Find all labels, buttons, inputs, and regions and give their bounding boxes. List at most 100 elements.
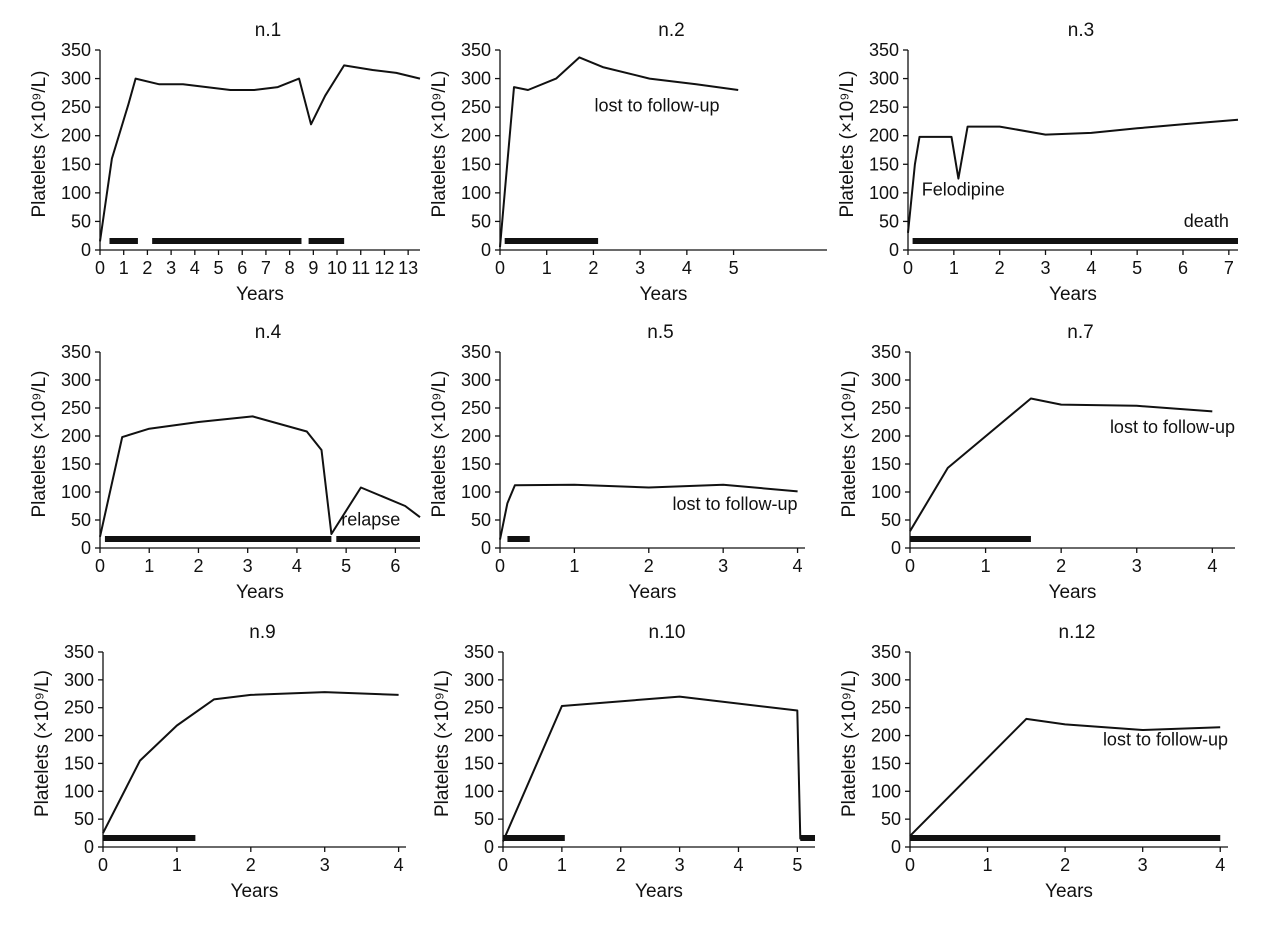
y-tick-label: 150 bbox=[871, 454, 901, 474]
y-tick-label: 300 bbox=[869, 69, 899, 89]
series-line bbox=[102, 691, 399, 834]
y-axis-label: Platelets (×10⁹/L) bbox=[429, 370, 450, 517]
x-tick-label: 3 bbox=[1138, 855, 1148, 875]
y-tick-label: 250 bbox=[64, 698, 94, 718]
annotation-label: death bbox=[1184, 211, 1229, 231]
y-axis-label: Platelets (×10⁹/L) bbox=[839, 370, 860, 517]
y-tick-label: 50 bbox=[881, 510, 901, 530]
y-tick-label: 250 bbox=[461, 97, 491, 117]
x-tick-label: 1 bbox=[172, 855, 182, 875]
x-tick-label: 11 bbox=[351, 258, 370, 278]
x-tick-label: 7 bbox=[1224, 258, 1234, 278]
x-tick-label: 13 bbox=[398, 258, 418, 278]
treatment-bar bbox=[152, 238, 302, 244]
y-tick-label: 150 bbox=[61, 454, 91, 474]
y-tick-label: 200 bbox=[61, 426, 91, 446]
x-tick-label: 1 bbox=[557, 855, 567, 875]
x-tick-label: 5 bbox=[1132, 258, 1142, 278]
y-tick-label: 0 bbox=[81, 538, 91, 558]
y-tick-label: 350 bbox=[871, 342, 901, 362]
panel-n2: 0 50 100 150 200 250 300 350 0 1 2 3 4 5 n.2 Years Plate… bbox=[429, 20, 827, 305]
x-tick-label: 0 bbox=[495, 258, 505, 278]
y-tick-label: 200 bbox=[871, 726, 901, 746]
x-tick-label: 1 bbox=[119, 258, 129, 278]
y-tick-label: 150 bbox=[61, 154, 91, 174]
x-tick-label: 3 bbox=[166, 258, 176, 278]
y-tick-label: 0 bbox=[481, 240, 491, 260]
series-line bbox=[907, 118, 1239, 234]
y-tick-label: 100 bbox=[461, 482, 491, 502]
x-tick-label: 1 bbox=[569, 556, 579, 576]
x-tick-label: 2 bbox=[142, 258, 152, 278]
x-tick-label: 0 bbox=[98, 855, 108, 875]
y-tick-label: 250 bbox=[464, 698, 494, 718]
x-tick-label: 4 bbox=[190, 258, 200, 278]
x-tick-label: 7 bbox=[261, 258, 271, 278]
y-tick-label: 350 bbox=[871, 642, 901, 662]
y-tick-label: 50 bbox=[474, 809, 494, 829]
y-tick-label: 100 bbox=[464, 781, 494, 801]
series-line bbox=[99, 415, 421, 538]
panel-n3: 0 50 100 150 200 250 300 350 0 1 2 3 4 5 6 7 n.3 Years Pla… bbox=[837, 20, 1239, 305]
x-axis-label: Years bbox=[629, 582, 677, 603]
x-tick-label: 4 bbox=[292, 556, 302, 576]
y-tick-label: 50 bbox=[71, 510, 91, 530]
x-tick-label: 3 bbox=[320, 855, 330, 875]
annotation-label: lost to follow-up bbox=[1103, 730, 1228, 750]
x-axis-label: Years bbox=[640, 284, 688, 305]
y-tick-label: 50 bbox=[881, 809, 901, 829]
x-tick-label: 3 bbox=[1040, 258, 1050, 278]
y-tick-label: 200 bbox=[464, 726, 494, 746]
y-tick-label: 250 bbox=[871, 698, 901, 718]
x-tick-label: 2 bbox=[588, 258, 598, 278]
treatment-bar bbox=[910, 536, 1031, 542]
y-axis-label: Platelets (×10⁹/L) bbox=[32, 670, 53, 817]
x-tick-label: 1 bbox=[949, 258, 959, 278]
x-tick-label: 2 bbox=[1056, 556, 1066, 576]
y-tick-label: 50 bbox=[879, 211, 899, 231]
x-tick-label: 2 bbox=[616, 855, 626, 875]
y-tick-label: 50 bbox=[471, 211, 491, 231]
series-line bbox=[502, 695, 815, 842]
x-axis-label: Years bbox=[236, 582, 284, 603]
y-tick-label: 0 bbox=[891, 538, 901, 558]
x-tick-label: 2 bbox=[193, 556, 203, 576]
x-tick-label: 0 bbox=[905, 855, 915, 875]
panel-n10: 0 50 100 150 200 250 300 350 0 1 2 3 4 5 n.10 Years Plat… bbox=[432, 622, 815, 902]
x-tick-label: 0 bbox=[498, 855, 508, 875]
x-tick-label: 9 bbox=[308, 258, 318, 278]
y-tick-label: 150 bbox=[461, 454, 491, 474]
x-tick-label: 4 bbox=[1215, 855, 1225, 875]
treatment-bar bbox=[104, 536, 332, 542]
panel-title: n.7 bbox=[1067, 322, 1093, 343]
y-tick-label: 350 bbox=[869, 40, 899, 60]
y-tick-label: 50 bbox=[74, 809, 94, 829]
series-line bbox=[499, 56, 739, 248]
treatment-bar bbox=[910, 835, 1221, 841]
y-tick-label: 250 bbox=[871, 398, 901, 418]
y-tick-label: 100 bbox=[61, 183, 91, 203]
x-tick-label: 0 bbox=[95, 258, 105, 278]
x-tick-label: 4 bbox=[394, 855, 404, 875]
treatment-bar bbox=[507, 536, 530, 542]
y-tick-label: 100 bbox=[461, 183, 491, 203]
y-tick-label: 100 bbox=[871, 781, 901, 801]
series-line bbox=[499, 483, 798, 540]
x-tick-label: 5 bbox=[729, 258, 739, 278]
x-tick-label: 3 bbox=[635, 258, 645, 278]
y-tick-label: 300 bbox=[461, 370, 491, 390]
y-tick-label: 0 bbox=[481, 538, 491, 558]
y-tick-label: 150 bbox=[64, 753, 94, 773]
y-tick-label: 150 bbox=[464, 753, 494, 773]
y-tick-label: 100 bbox=[869, 183, 899, 203]
x-tick-label: 0 bbox=[95, 556, 105, 576]
y-tick-label: 200 bbox=[461, 426, 491, 446]
y-tick-label: 150 bbox=[461, 154, 491, 174]
x-tick-label: 5 bbox=[214, 258, 224, 278]
x-tick-label: 2 bbox=[995, 258, 1005, 278]
y-tick-label: 0 bbox=[889, 240, 899, 260]
panel-n4: 0 50 100 150 200 250 300 350 0 1 2 3 4 5 6 n.4 Years Plat… bbox=[29, 322, 421, 603]
x-tick-label: 1 bbox=[981, 556, 991, 576]
